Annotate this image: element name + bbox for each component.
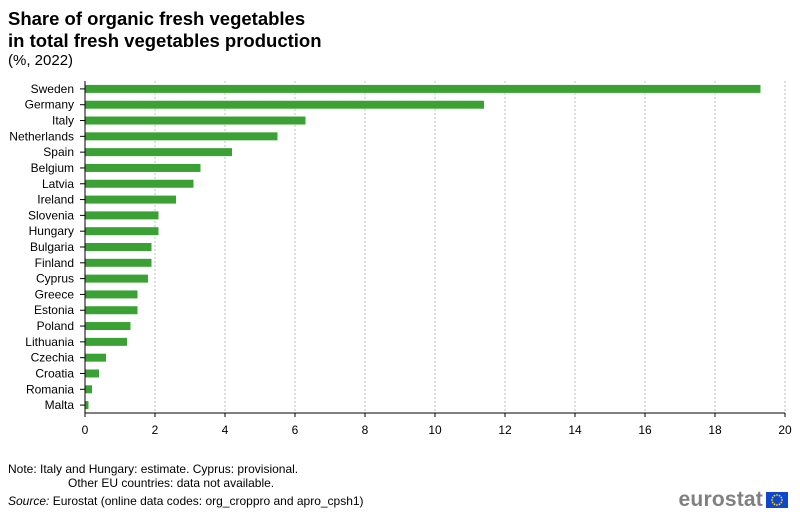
flag-star — [773, 503, 776, 506]
flag-star — [771, 501, 774, 504]
flag-star — [780, 501, 783, 504]
category-label: Hungary — [29, 224, 74, 238]
eu-flag-icon — [766, 492, 788, 508]
category-label: Belgium — [31, 161, 74, 175]
chart-title-line-1: Share of organic fresh vegetables — [8, 8, 306, 29]
category-label: Greece — [35, 287, 75, 301]
category-label: Poland — [37, 319, 74, 333]
x-tick-label: 4 — [222, 423, 229, 437]
category-label: Bulgaria — [30, 240, 74, 254]
source-text: Eurostat (online data codes: org_croppro… — [49, 494, 364, 508]
bar-bulgaria — [85, 243, 152, 251]
category-label: Latvia — [42, 177, 74, 191]
flag-star — [776, 504, 778, 506]
bar-hungary — [85, 227, 159, 236]
chart-subtitle: (%, 2022) — [8, 52, 74, 69]
bar-belgium — [85, 163, 201, 172]
category-label: Italy — [52, 114, 74, 128]
bar-netherlands — [85, 132, 278, 141]
category-label: Estonia — [34, 303, 74, 317]
bar-slovenia — [85, 211, 159, 220]
x-tick-label: 18 — [708, 423, 722, 437]
bar-ireland — [85, 195, 176, 204]
flag-star — [778, 494, 781, 497]
chart-title: Share of organic fresh vegetables in tot… — [8, 8, 322, 52]
flag-star — [780, 496, 783, 499]
category-label: Cyprus — [36, 272, 74, 286]
bar-romania — [85, 385, 92, 394]
bar-latvia — [85, 179, 194, 188]
x-tick-label: 14 — [568, 423, 582, 437]
bar-estonia — [85, 306, 138, 315]
bar-poland — [85, 322, 131, 331]
flag-star — [778, 503, 781, 506]
bar-lithuania — [85, 337, 127, 346]
category-label: Netherlands — [9, 129, 74, 143]
category-label: Finland — [35, 256, 74, 270]
x-tick-label: 10 — [428, 423, 442, 437]
category-label: Romania — [26, 382, 74, 396]
bar-greece — [85, 290, 138, 299]
bar-germany — [85, 100, 484, 109]
chart-title-line-2: in total fresh vegetables production — [8, 30, 322, 51]
category-label: Czechia — [31, 351, 75, 365]
category-label: Ireland — [37, 193, 74, 207]
x-tick-label: 16 — [638, 423, 652, 437]
source-label: Source: — [8, 494, 50, 508]
eurostat-logo: eurostat — [679, 488, 788, 512]
x-tick-label: 20 — [778, 423, 792, 437]
category-label: Lithuania — [25, 335, 74, 349]
bar-spain — [85, 148, 232, 157]
x-tick-label: 6 — [292, 423, 299, 437]
bar-cyprus — [85, 274, 148, 283]
bar-malta — [85, 401, 89, 410]
category-label: Spain — [43, 145, 74, 159]
flag-star — [781, 499, 783, 501]
bar-sweden — [85, 84, 761, 93]
category-label: Sweden — [31, 82, 74, 96]
flag-star — [771, 496, 774, 499]
note-line-2: Other EU countries: data not available. — [68, 476, 275, 490]
category-label: Malta — [45, 398, 75, 412]
flag-star — [771, 499, 773, 501]
flag-star — [773, 494, 776, 497]
bar-finland — [85, 258, 152, 267]
x-tick-label: 2 — [152, 423, 159, 437]
flag-star — [776, 494, 778, 496]
x-tick-label: 8 — [362, 423, 369, 437]
bar-italy — [85, 116, 306, 125]
logo-text: eurostat — [678, 488, 763, 511]
bar-czechia — [85, 353, 106, 362]
category-label: Slovenia — [28, 208, 74, 222]
category-label: Germany — [25, 98, 74, 112]
note-line-1: Note: Italy and Hungary: estimate. Cypru… — [8, 462, 299, 476]
x-tick-label: 0 — [82, 423, 89, 437]
x-tick-label: 12 — [498, 423, 512, 437]
bar-croatia — [85, 369, 99, 378]
source-line: Source: Eurostat (online data codes: org… — [8, 494, 364, 508]
category-label: Croatia — [35, 366, 74, 380]
